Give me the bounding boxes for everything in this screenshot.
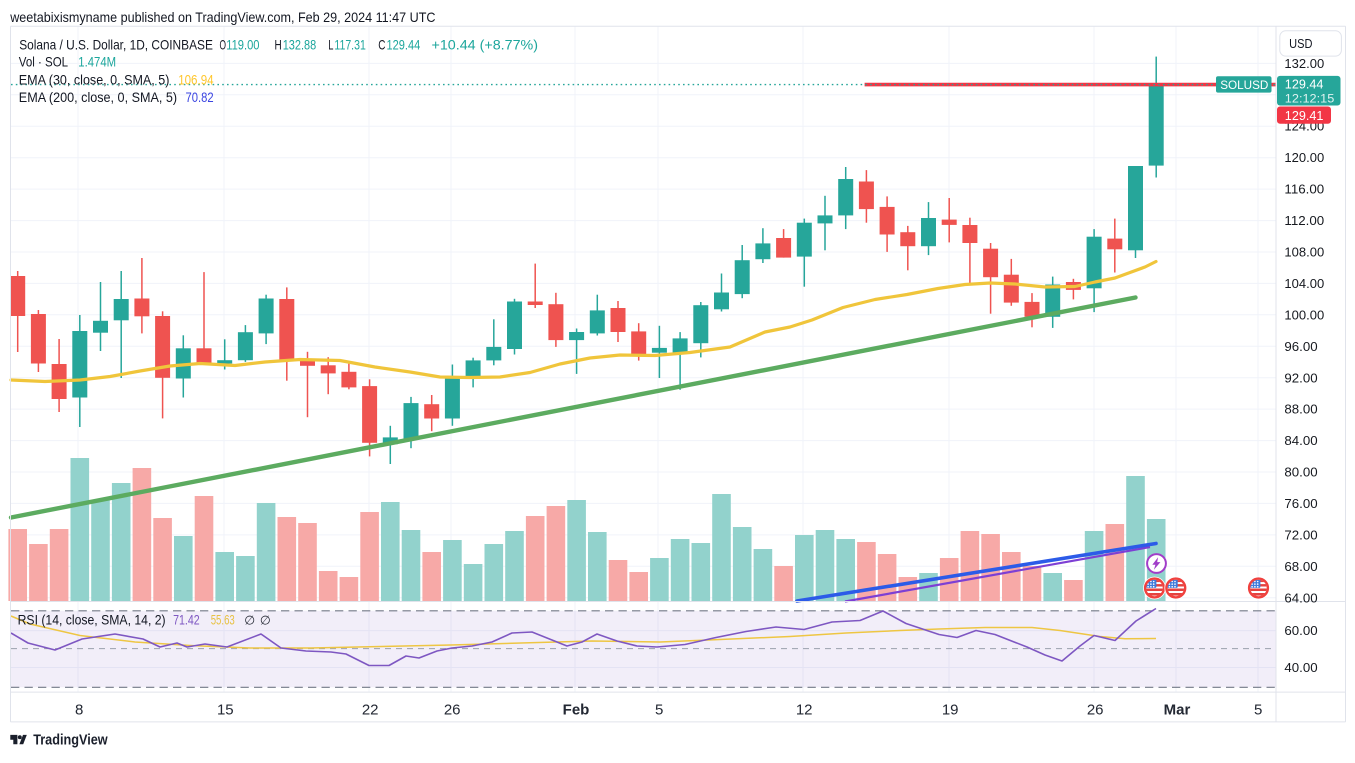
svg-text:132.00: 132.00	[1284, 57, 1324, 71]
svg-text:EMA (30, close, 0, SMA, 5): EMA (30, close, 0, SMA, 5)	[19, 71, 170, 87]
svg-text:O: O	[220, 36, 227, 52]
svg-text:∅: ∅	[260, 614, 271, 628]
svg-text:22: 22	[362, 701, 379, 718]
svg-text:76.00: 76.00	[1284, 497, 1317, 511]
svg-text:119.00: 119.00	[226, 36, 259, 52]
svg-text:8: 8	[75, 701, 83, 718]
svg-text:RSI (14, close, SMA, 14, 2): RSI (14, close, SMA, 14, 2)	[18, 611, 166, 627]
svg-text:19: 19	[942, 701, 959, 718]
svg-text:108.00: 108.00	[1284, 246, 1324, 260]
svg-text:Mar: Mar	[1164, 701, 1191, 718]
svg-text:SOLUSD: SOLUSD	[1220, 78, 1268, 92]
svg-text:112.00: 112.00	[1284, 214, 1324, 228]
svg-text:84.00: 84.00	[1284, 434, 1317, 448]
svg-text:EMA (200, close, 0, SMA, 5): EMA (200, close, 0, SMA, 5)	[19, 89, 177, 105]
svg-text:5: 5	[1254, 701, 1262, 718]
svg-text:15: 15	[217, 701, 234, 718]
svg-text:116.00: 116.00	[1284, 183, 1324, 197]
svg-text:100.00: 100.00	[1284, 308, 1324, 322]
svg-text:72.00: 72.00	[1284, 529, 1317, 543]
svg-text:120.00: 120.00	[1284, 151, 1324, 165]
svg-text:L: L	[328, 36, 333, 52]
svg-text:92.00: 92.00	[1284, 371, 1317, 385]
svg-text:106.94: 106.94	[178, 71, 214, 87]
svg-text:5: 5	[655, 701, 663, 718]
svg-text:H: H	[275, 36, 282, 52]
svg-text:117.31: 117.31	[334, 36, 366, 52]
svg-text:71.42: 71.42	[173, 611, 200, 627]
svg-text:weetabixismyname published on: weetabixismyname published on TradingVie…	[9, 9, 435, 25]
svg-text:70.82: 70.82	[186, 89, 214, 105]
svg-text:12: 12	[796, 701, 813, 718]
svg-text:+10.44 (+8.77%): +10.44 (+8.77%)	[432, 36, 539, 52]
svg-text:TradingView: TradingView	[33, 732, 108, 748]
svg-text:Vol · SOL: Vol · SOL	[19, 54, 68, 70]
svg-text:88.00: 88.00	[1284, 403, 1317, 417]
svg-text:96.00: 96.00	[1284, 340, 1317, 354]
svg-text:129.41: 129.41	[1285, 108, 1324, 123]
svg-text:64.00: 64.00	[1284, 591, 1317, 605]
svg-text:26: 26	[444, 701, 461, 718]
svg-text:60.00: 60.00	[1284, 624, 1317, 638]
svg-text:68.00: 68.00	[1284, 560, 1317, 574]
svg-text:C: C	[378, 36, 385, 52]
svg-text:USD: USD	[1289, 37, 1312, 51]
svg-text:26: 26	[1087, 701, 1104, 718]
svg-text:40.00: 40.00	[1284, 661, 1317, 675]
svg-text:1.474M: 1.474M	[78, 54, 116, 70]
svg-text:∅: ∅	[244, 614, 255, 628]
svg-text:104.00: 104.00	[1284, 277, 1324, 291]
svg-text:80.00: 80.00	[1284, 466, 1317, 480]
svg-text:55.63: 55.63	[211, 611, 235, 627]
svg-text:129.44: 129.44	[1285, 77, 1324, 92]
svg-text:Solana / U.S. Dollar, 1D, COIN: Solana / U.S. Dollar, 1D, COINBASE	[19, 36, 213, 52]
svg-text:129.44: 129.44	[387, 36, 421, 52]
svg-text:132.88: 132.88	[283, 36, 317, 52]
svg-text:Feb: Feb	[563, 701, 590, 718]
svg-text:12:12:15: 12:12:15	[1285, 91, 1335, 105]
